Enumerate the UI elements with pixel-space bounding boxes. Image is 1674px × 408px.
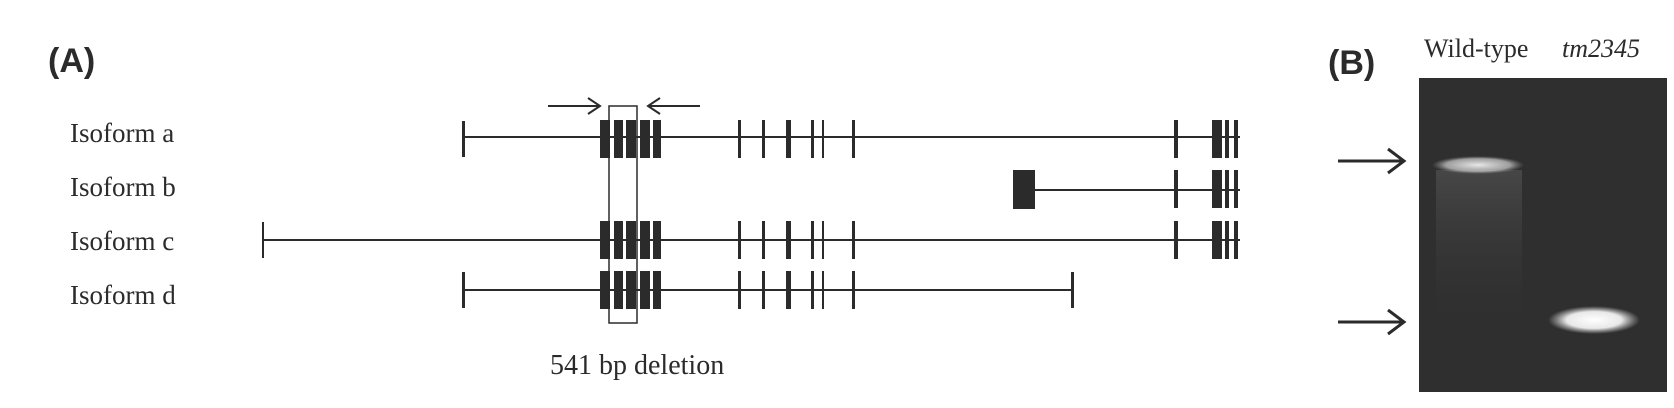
exon (1071, 272, 1074, 308)
exon (822, 271, 824, 309)
exon (822, 221, 824, 259)
wild-type-band (1432, 156, 1524, 174)
exon (1174, 221, 1178, 259)
panel-b-label: (B) (1328, 44, 1376, 82)
exon (822, 120, 824, 158)
isoform-d-track (462, 271, 1074, 309)
gene-structure-diagram (262, 97, 1240, 324)
exon (1013, 170, 1035, 209)
exon (1234, 221, 1238, 259)
forward-primer-arrow (548, 97, 602, 115)
exon (738, 271, 741, 309)
exon (462, 272, 465, 308)
exon (1225, 221, 1229, 259)
deletion-box (608, 105, 638, 324)
exon (1212, 170, 1222, 208)
exon (786, 271, 791, 309)
exon (600, 271, 610, 309)
exon (653, 271, 661, 309)
intron-line (464, 289, 1074, 291)
exon (653, 221, 661, 259)
lane-label-tm2345: tm2345 (1562, 34, 1640, 63)
exon (614, 221, 623, 259)
intron-line (1030, 189, 1240, 191)
deletion-caption: 541 bp deletion (550, 350, 725, 381)
intron-line (264, 239, 1240, 241)
exon (738, 120, 741, 158)
exon (811, 221, 814, 259)
isoform-c-label: Isoform c (70, 226, 175, 256)
exon (762, 120, 765, 158)
exon (262, 222, 264, 258)
exon (738, 221, 741, 259)
tm2345-band (1548, 306, 1640, 334)
exon (786, 120, 791, 158)
isoform-a-label: Isoform a (70, 118, 175, 148)
exon (852, 221, 855, 259)
exon (1174, 120, 1178, 158)
wild-type-lane-smear (1436, 170, 1522, 320)
isoform-d-label: Isoform d (70, 280, 176, 310)
exon (762, 271, 765, 309)
exon (1212, 120, 1222, 158)
exon (786, 221, 791, 259)
exon (1225, 120, 1229, 158)
exon (600, 221, 610, 259)
panel-a-label: (A) (48, 42, 96, 80)
lower-band-arrow (1338, 308, 1407, 336)
exon (852, 120, 855, 158)
exon (640, 221, 650, 259)
isoform-c-track (262, 221, 1240, 259)
lane-label-wild-type: Wild-type (1424, 34, 1529, 63)
exon (1212, 221, 1222, 259)
isoform-b-label: Isoform b (70, 172, 176, 202)
exon (626, 120, 636, 158)
exon (640, 271, 650, 309)
reverse-primer-arrow (646, 97, 700, 115)
exon (1174, 170, 1178, 208)
exon (640, 120, 650, 158)
exon (653, 120, 661, 158)
upper-band-arrow (1338, 147, 1407, 175)
isoform-b-track (1013, 170, 1240, 209)
exon (762, 221, 765, 259)
exon (1234, 170, 1238, 208)
exon (852, 271, 855, 309)
exon (614, 120, 623, 158)
exon (811, 120, 814, 158)
exon (1225, 170, 1229, 208)
exon (1234, 120, 1238, 158)
exon (614, 271, 623, 309)
exon (462, 121, 465, 157)
exon (811, 271, 814, 309)
exon (626, 221, 636, 259)
isoform-a-track (462, 120, 1240, 158)
exon (626, 271, 636, 309)
exon (600, 120, 610, 158)
